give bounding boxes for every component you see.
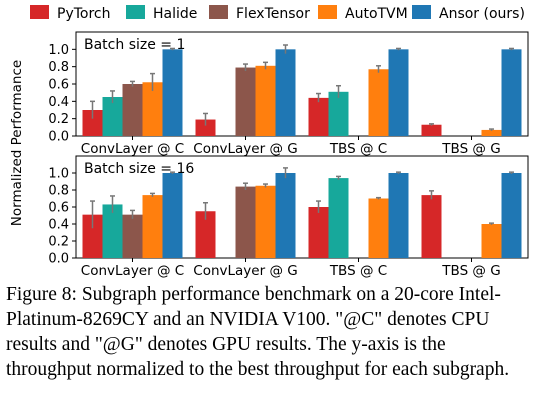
- bar-1-3-4: [501, 173, 522, 258]
- y-tick-label-0-4: 0.8: [48, 60, 69, 75]
- bar-1-1-2: [235, 186, 256, 258]
- y-tick-label-1-3: 0.6: [48, 201, 69, 216]
- y-tick-label-1-4: 0.8: [48, 184, 69, 199]
- legend-label-3: AutoTVM: [345, 6, 408, 22]
- y-axis-label: Normalized Performance: [9, 60, 25, 226]
- bar-0-0-0: [82, 110, 103, 136]
- bar-1-0-4: [162, 173, 183, 258]
- bar-1-2-4: [388, 173, 409, 258]
- y-tick-label-1-1: 0.2: [48, 235, 69, 250]
- bar-1-1-3: [255, 185, 276, 258]
- bar-1-2-3: [368, 198, 389, 258]
- bar-0-1-4: [275, 49, 296, 137]
- legend-swatch-0: [30, 5, 49, 19]
- legend-label-0: PyTorch: [57, 6, 110, 22]
- legend-label-2: FlexTensor: [236, 6, 310, 22]
- bar-1-0-0: [82, 214, 103, 258]
- x-tick-label-0-3: TBS @ G: [441, 141, 500, 157]
- y-tick-label-0-3: 0.6: [48, 78, 69, 93]
- bar-0-1-2: [235, 67, 256, 136]
- x-tick-label-1-1: ConvLayer @ G: [193, 263, 297, 278]
- legend-label-1: Halide: [153, 6, 197, 22]
- bar-0-3-0: [421, 124, 442, 136]
- bar-1-3-0: [421, 195, 442, 258]
- figure-caption: Figure 8: Subgraph performance benchmark…: [6, 284, 510, 380]
- x-tick-label-0-2: TBS @ C: [329, 141, 387, 157]
- panel-label-0: Batch size = 1: [84, 37, 185, 53]
- bar-0-2-3: [368, 69, 389, 136]
- bar-1-1-4: [275, 173, 296, 258]
- x-tick-label-1-3: TBS @ G: [441, 263, 500, 278]
- legend-label-4: Ansor (ours): [439, 6, 525, 22]
- bar-0-2-4: [388, 49, 409, 137]
- legend-swatch-4: [412, 5, 431, 19]
- x-tick-label-1-0: ConvLayer @ C: [81, 263, 184, 278]
- bar-0-0-1: [102, 97, 123, 136]
- y-tick-label-0-2: 0.4: [48, 95, 69, 110]
- y-tick-label-1-2: 0.4: [48, 218, 69, 233]
- x-tick-label-0-0: ConvLayer @ C: [81, 141, 184, 157]
- bar-1-1-0: [195, 211, 216, 258]
- legend-swatch-1: [126, 5, 145, 19]
- bar-1-3-3: [481, 224, 502, 258]
- legend-swatch-3: [318, 5, 337, 19]
- y-tick-label-0-5: 1.0: [48, 43, 69, 58]
- legend-swatch-2: [209, 5, 228, 19]
- benchmark-chart: PyTorch Halide FlexTensor AutoTVM Ansor (our…: [9, 5, 529, 278]
- bar-1-0-3: [142, 195, 163, 258]
- bar-1-0-2: [122, 214, 143, 258]
- x-tick-label-1-2: TBS @ C: [329, 263, 387, 278]
- bar-0-1-0: [195, 119, 216, 136]
- y-tick-label-0-1: 0.2: [48, 112, 69, 127]
- bar-0-3-4: [501, 49, 522, 137]
- x-tick-label-0-1: ConvLayer @ G: [193, 141, 297, 157]
- bar-0-1-3: [255, 65, 276, 136]
- y-tick-label-1-5: 1.0: [48, 167, 69, 182]
- bar-1-0-1: [102, 204, 123, 258]
- bar-0-0-2: [122, 84, 143, 136]
- bar-0-0-4: [162, 49, 183, 137]
- bar-0-3-3: [481, 129, 502, 136]
- bar-0-2-0: [308, 97, 329, 136]
- y-tick-label-0-0: 0.0: [48, 130, 69, 145]
- y-tick-label-1-0: 0.0: [48, 252, 69, 267]
- bar-1-2-0: [308, 207, 329, 258]
- bar-0-0-3: [142, 82, 163, 136]
- bar-0-2-1: [328, 91, 349, 136]
- bar-1-2-1: [328, 178, 349, 258]
